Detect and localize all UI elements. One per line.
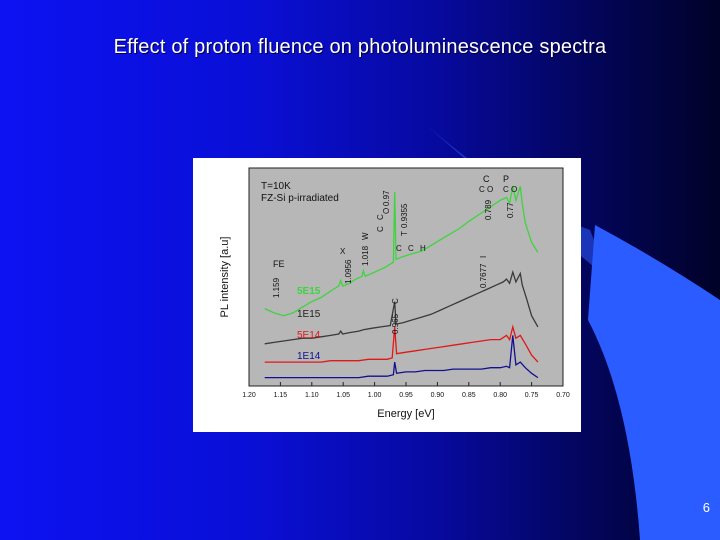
x-tick-label: 0.80 [493, 392, 507, 399]
annotation-cs-cs-h-2: C [408, 244, 414, 253]
annotation-cs-cs-h-1: C [396, 244, 402, 253]
info-line-sample: FZ-Si p-irradiated [261, 193, 339, 204]
pl-spectra-chart: 1.20 1.15 1.10 1.05 1.00 0.95 0.90 0.85 0.80 0.75… [219, 167, 570, 420]
label-series-5E15: 5E15 [297, 286, 321, 297]
annotation-c-top: C [483, 174, 490, 184]
x-tick-label: 1.15 [274, 392, 288, 399]
annotation-i: I [479, 256, 488, 258]
x-tick-label: 1.10 [305, 392, 319, 399]
label-series-1E14: 1E14 [297, 351, 321, 362]
annotation-10956: 1.0956 [344, 259, 353, 284]
slide-title: Effect of proton fluence on photolumines… [113, 36, 607, 58]
x-axis-label: Energy [eV] [377, 408, 434, 420]
annotation-p: P [503, 174, 509, 184]
annotation-1018: 1.018 [361, 245, 370, 266]
x-tick-label: 0.85 [462, 392, 476, 399]
annotation-07677: 0.7677 [479, 263, 488, 288]
tick-layer: 1.20 1.15 1.10 1.05 1.00 0.95 0.90 0.85 0.80 0.75… [242, 382, 570, 399]
annotation-ci-cs-2: C [376, 214, 385, 220]
decor-swoosh-bright [588, 225, 720, 540]
series-line-5E15 [264, 186, 539, 317]
series-line-1E14 [264, 335, 539, 379]
pl-spectra-figure: 1.20 1.15 1.10 1.05 1.00 0.95 0.90 0.85 0.80 0.75… [193, 158, 581, 432]
y-axis-label: PL intensity [a.u] [219, 237, 231, 318]
annotation-09355: 0.9355 [400, 203, 409, 228]
annotation-ci-cs: C [376, 226, 385, 232]
label-series-1E15: 1E15 [297, 309, 321, 320]
x-tick-label: 1.00 [368, 392, 382, 399]
annotation-c-bottom: C [391, 298, 400, 304]
page-number: 6 [702, 500, 710, 515]
plot-area [248, 167, 564, 387]
x-tick-label: 0.70 [556, 392, 570, 399]
info-line-temperature: T=10K [261, 181, 291, 192]
annotation-ci-oi-o: O [487, 185, 493, 194]
annotation-0789: 0.789 [484, 199, 493, 220]
annotation-o: O [382, 208, 391, 214]
series-line-5E14 [264, 324, 539, 363]
label-series-5E14: 5E14 [297, 330, 321, 341]
series-layer [264, 186, 539, 379]
annotation-w: W [361, 232, 370, 240]
annotation-0965: 0.965 [391, 313, 400, 334]
annotation-cs-cs-h-3: H [420, 244, 426, 253]
annotation-c-o-c: C [503, 185, 509, 194]
annotation-ci-oi-c: C [479, 185, 485, 194]
annotation-097: 0.97 [382, 190, 391, 206]
annotation-fe: FE [273, 259, 285, 269]
annotation-077: 0.77 [506, 202, 515, 218]
x-tick-label: 0.95 [399, 392, 413, 399]
x-tick-label: 0.90 [431, 392, 445, 399]
annotation-t: T [400, 231, 409, 236]
x-tick-label: 1.05 [336, 392, 350, 399]
x-tick-label: 0.75 [525, 392, 539, 399]
annotation-x: X [340, 247, 346, 256]
x-tick-label: 1.20 [242, 392, 256, 399]
annotation-c-o-o: O [511, 185, 517, 194]
series-line-1E15 [264, 269, 539, 345]
annotation-1159: 1.159 [272, 277, 281, 298]
